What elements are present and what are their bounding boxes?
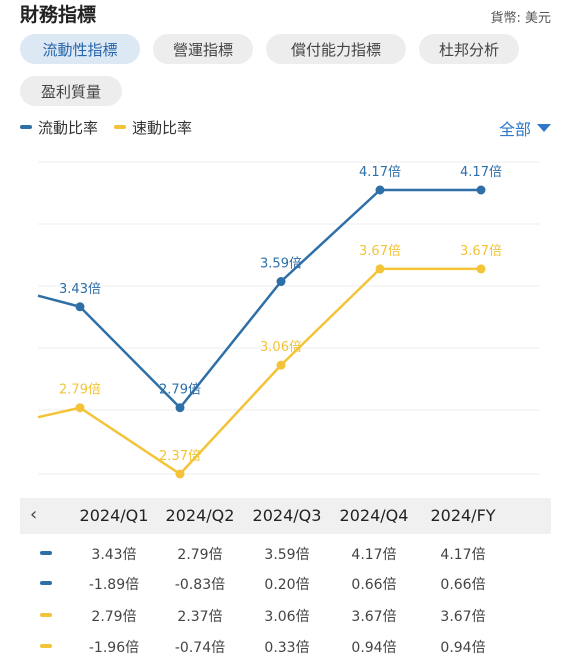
table-cell: -0.74倍 [174,640,226,656]
data-label: 4.17倍 [359,165,401,180]
legend-swatch-current-ratio [20,125,32,129]
data-point[interactable] [476,185,486,195]
data-label: 3.67倍 [460,244,502,259]
currency-label: 貨幣: 美元 [490,11,551,26]
data-point[interactable] [276,360,286,370]
series-line-0 [37,188,481,409]
table-cell: 0.66倍 [440,577,486,593]
table-cell: 3.06倍 [264,609,310,625]
data-point[interactable] [476,264,486,274]
series-line-1 [37,267,481,476]
data-label: 2.79倍 [159,383,201,398]
legend-label-current-ratio: 流動比率 [38,118,99,137]
table-cell: 2.79倍 [91,609,137,625]
table-cell: -0.83倍 [174,577,226,593]
tab-earnings-quality[interactable]: 盈利質量 [20,76,122,106]
data-point[interactable] [375,185,385,195]
tab-operations[interactable]: 營運指標 [153,34,253,64]
row-swatch [40,613,52,617]
table-cell: 4.17倍 [351,547,397,563]
table-cell: 3.43倍 [91,547,137,563]
tab-solvency[interactable]: 償付能力指標 [266,34,406,64]
table-row: -1.96倍 -0.74倍 0.33倍 0.94倍 0.94倍 [20,631,551,661]
data-label: 3.06倍 [260,340,302,355]
table-cell: -1.89倍 [88,577,140,593]
column-header-q1: 2024/Q1 [79,506,149,525]
table-cell: 3.59倍 [264,547,310,563]
data-point[interactable] [175,469,185,479]
chevron-left-icon[interactable]: ‹ [30,504,38,525]
legend-item-current-ratio: 流動比率 [20,117,98,138]
table-cell: 2.79倍 [177,547,223,563]
table-row: 3.43倍 2.79倍 3.59倍 4.17倍 4.17倍 [20,538,551,568]
data-point[interactable] [175,403,185,413]
data-label: 2.79倍 [59,383,101,398]
data-point[interactable] [375,264,385,274]
row-swatch [40,551,52,555]
header: 財務指標 貨幣: 美元 [20,0,551,28]
table-cell: 3.67倍 [351,609,397,625]
data-label: 4.17倍 [460,165,502,180]
row-swatch [40,644,52,648]
table-cell: 0.33倍 [264,640,310,656]
table-cell: 4.17倍 [440,547,486,563]
data-label: 3.43倍 [59,282,101,297]
period-filter-label: 全部 [498,120,531,139]
table-cell: -1.96倍 [88,640,140,656]
table-row: 2.79倍 2.37倍 3.06倍 3.67倍 3.67倍 [20,600,551,630]
data-label: 3.67倍 [359,244,401,259]
chart-legend: 流動比率 速動比率 [20,116,208,138]
data-label: 3.59倍 [260,257,302,272]
data-point[interactable] [276,277,286,287]
legend-item-quick-ratio: 速動比率 [114,117,192,138]
table-cell: 0.94倍 [351,640,397,656]
table-cell: 0.20倍 [264,577,310,593]
table-cell: 0.66倍 [351,577,397,593]
ratio-line-chart: 3.43倍 2.79倍 3.59倍 4.17倍 4.17倍 2.79倍 2.37倍 3.06倍… [37,161,540,479]
column-header-q2: 2024/Q2 [165,506,235,525]
row-swatch [40,581,52,585]
period-filter-dropdown[interactable]: 全部 [499,116,551,140]
tab-dupont[interactable]: 杜邦分析 [419,34,519,64]
legend-label-quick-ratio: 速動比率 [132,118,193,137]
table-header: ‹ 2024/Q1 2024/Q2 2024/Q3 2024/Q4 2024/F… [20,498,551,534]
data-point[interactable] [75,302,85,312]
column-header-fy: 2024/FY [430,506,496,525]
column-header-q4: 2024/Q4 [339,506,409,525]
table-cell: 3.67倍 [440,609,486,625]
data-label: 2.37倍 [159,449,201,464]
table-row: -1.89倍 -0.83倍 0.20倍 0.66倍 0.66倍 [20,568,551,598]
table-cell: 0.94倍 [440,640,486,656]
caret-down-icon [537,124,551,132]
tab-liquidity[interactable]: 流動性指標 [20,34,140,64]
data-point[interactable] [75,403,85,413]
column-header-q3: 2024/Q3 [252,506,322,525]
table-cell: 2.37倍 [177,609,223,625]
page-title: 財務指標 [20,4,97,26]
legend-swatch-quick-ratio [114,125,127,129]
